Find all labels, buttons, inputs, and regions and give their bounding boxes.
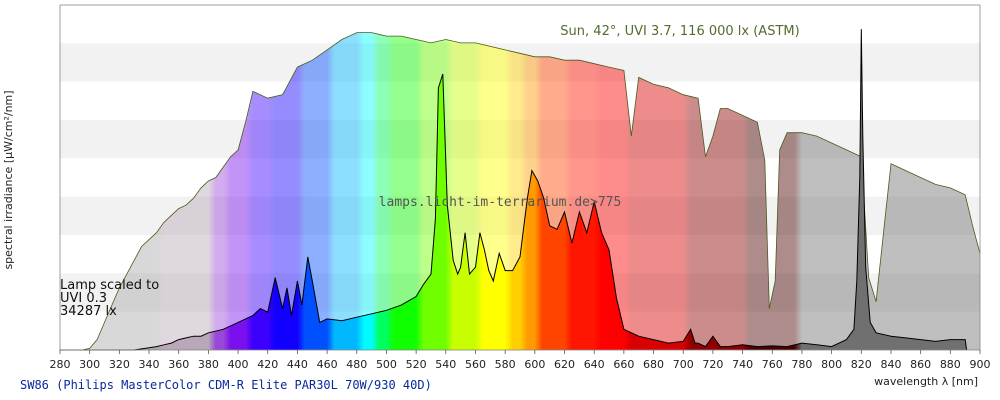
x-tick-label: 700 — [673, 358, 694, 371]
x-tick-label: 500 — [376, 358, 397, 371]
y-axis-label: spectral irradiance [µW/cm²/nm] — [2, 90, 15, 269]
x-tick-label: 880 — [940, 358, 961, 371]
x-tick-label: 460 — [317, 358, 338, 371]
lamp-annotation-line-3: 34287 lx — [60, 304, 117, 319]
x-tick-label: 440 — [287, 358, 308, 371]
x-tick-label: 560 — [465, 358, 486, 371]
x-tick-label: 680 — [643, 358, 664, 371]
lamp-spectrum-outline — [60, 29, 968, 351]
lamp-annotation-line-2: UVI 0.3 — [60, 291, 107, 306]
lamp-model-caption: SW86 (Philips MasterColor CDM-R Elite PA… — [20, 378, 432, 392]
x-tick-label: 520 — [406, 358, 427, 371]
x-tick-label: 860 — [910, 358, 931, 371]
x-tick-label: 380 — [198, 358, 219, 371]
plot-frame — [59, 4, 981, 351]
x-tick-label: 400 — [228, 358, 249, 371]
x-tick-label: 420 — [257, 358, 278, 371]
x-tick-label: 540 — [435, 358, 456, 371]
x-tick-label: 580 — [495, 358, 516, 371]
x-tick-label: 600 — [524, 358, 545, 371]
lamp-annotation-line-1: Lamp scaled to — [60, 278, 159, 293]
watermark: lamps.licht-im-terrarium.de>775 — [379, 195, 622, 210]
x-tick-label: 740 — [732, 358, 753, 371]
sun-spectrum-outline — [60, 32, 981, 351]
x-tick-label: 340 — [139, 358, 160, 371]
sun-annotation: Sun, 42°, UVI 3.7, 116 000 lx (ASTM) — [560, 24, 799, 39]
x-tick-label: 800 — [821, 358, 842, 371]
x-tick-label: 900 — [970, 358, 991, 371]
x-tick-label: 300 — [79, 358, 100, 371]
x-tick-label: 620 — [554, 358, 575, 371]
x-tick-label: 640 — [584, 358, 605, 371]
x-tick-label: 760 — [762, 358, 783, 371]
grid-band — [60, 5, 980, 44]
x-tick-label: 820 — [851, 358, 872, 371]
x-tick-label: 360 — [168, 358, 189, 371]
x-tick-label: 320 — [109, 358, 130, 371]
x-tick-label: 780 — [791, 358, 812, 371]
x-tick-label: 720 — [702, 358, 723, 371]
x-tick-label: 280 — [50, 358, 71, 371]
x-axis-label: wavelength λ [nm] — [874, 375, 978, 388]
x-axis: 280 300 320 340 360 380 400 420 440 460 480 500 520 5… — [50, 350, 991, 371]
x-tick-label: 480 — [346, 358, 367, 371]
x-tick-label: 840 — [880, 358, 901, 371]
x-tick-label: 660 — [613, 358, 634, 371]
